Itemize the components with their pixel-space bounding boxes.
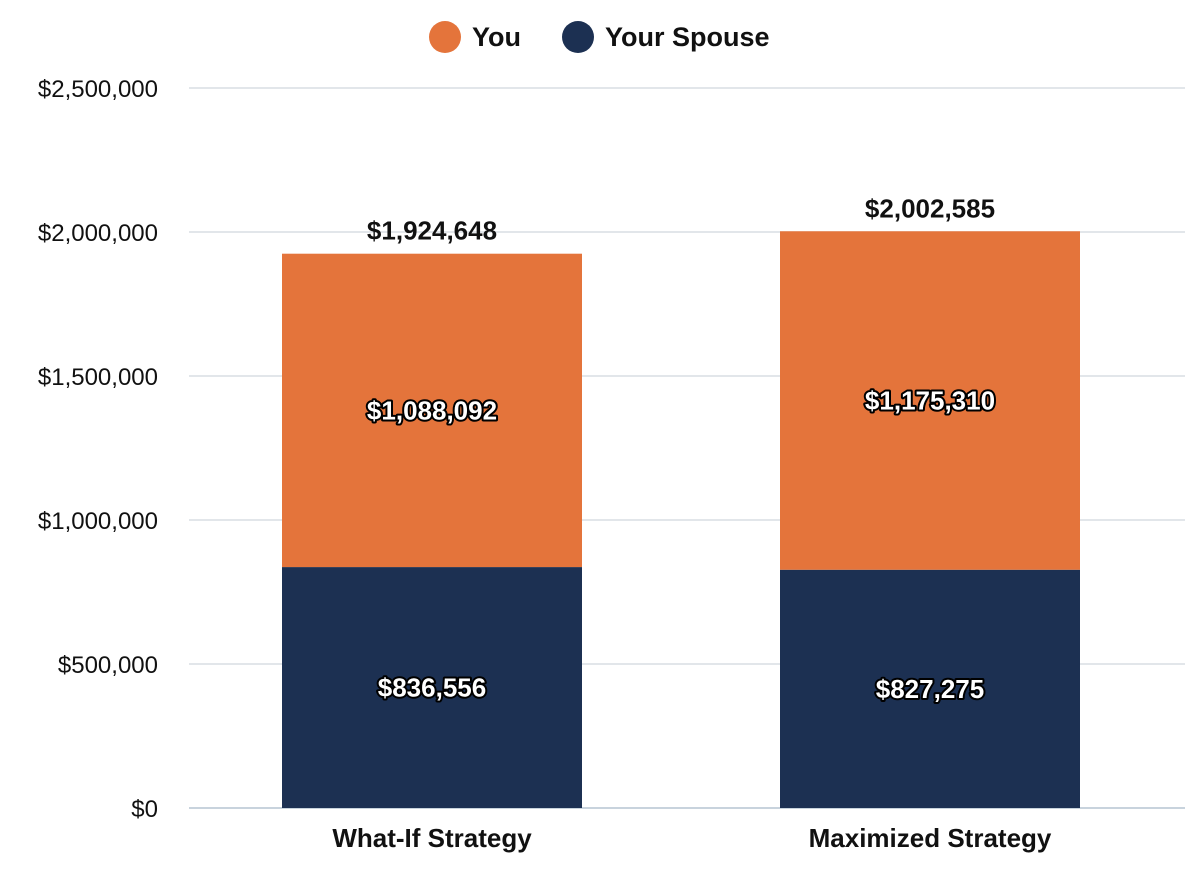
bar-segment-your-spouse[interactable] <box>780 569 1080 808</box>
y-tick-label: $1,000,000 <box>38 508 158 535</box>
x-tick-label: Maximized Strategy <box>809 823 1052 853</box>
y-tick-label: $0 <box>131 796 158 823</box>
bars <box>282 231 1080 808</box>
segment-value-label: $1,088,092 <box>367 395 497 425</box>
legend-item-your-spouse[interactable]: Your Spouse <box>562 21 770 53</box>
segment-value-label: $836,556 <box>378 673 486 703</box>
legend-label: You <box>472 22 521 52</box>
y-tick-label: $2,500,000 <box>38 76 158 103</box>
x-axis: What-If Strategy Maximized Strategy <box>332 823 1052 853</box>
bar-segment-you[interactable] <box>282 253 582 568</box>
legend-swatch <box>429 21 461 53</box>
legend[interactable]: You Your Spouse <box>429 21 770 53</box>
total-value-label: $2,002,585 <box>865 193 995 223</box>
legend-swatch <box>562 21 594 53</box>
total-value-label: $1,924,648 <box>367 216 497 246</box>
bar-segment-your-spouse[interactable] <box>282 567 582 808</box>
legend-item-you[interactable]: You <box>429 21 521 53</box>
segment-value-label: $1,175,310 <box>865 386 995 416</box>
bar-segment-you[interactable] <box>780 231 1080 570</box>
y-tick-label: $500,000 <box>58 652 158 679</box>
y-axis: $0 $500,000 $1,000,000 $1,500,000 $2,000,000… <box>38 76 158 823</box>
y-tick-label: $2,000,000 <box>38 220 158 247</box>
data-labels: $836,556 $1,088,092 $1,924,648 $827,275 $1,1… <box>365 193 997 706</box>
x-tick-label: What-If Strategy <box>332 823 532 853</box>
legend-label: Your Spouse <box>605 22 770 52</box>
segment-value-label: $827,275 <box>876 674 984 704</box>
y-tick-label: $1,500,000 <box>38 364 158 391</box>
